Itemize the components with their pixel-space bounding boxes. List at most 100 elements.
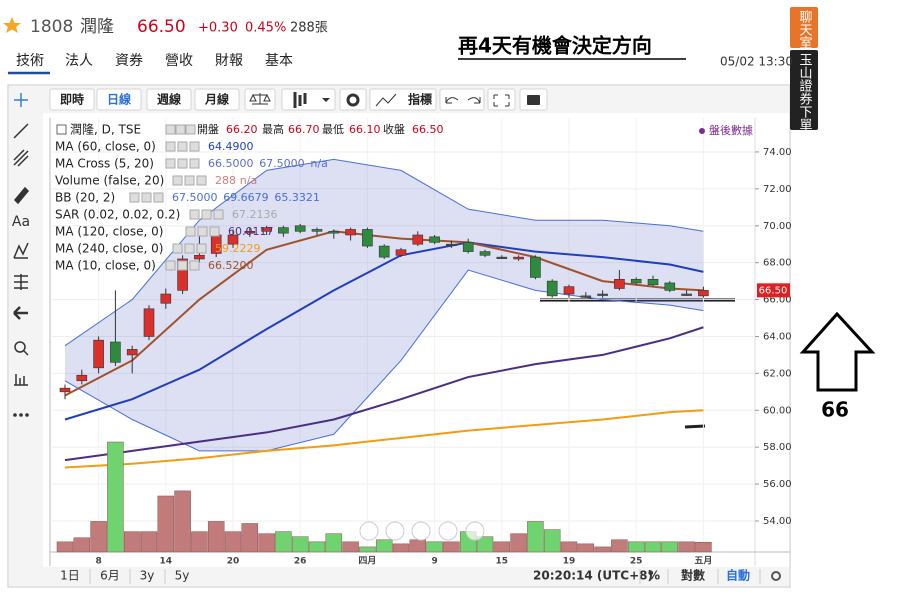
interval-button[interactable] [194,88,240,111]
tab[interactable]: 資券 [115,53,143,69]
legend-icon[interactable] [196,243,207,254]
clock: 20:20:14 (UTC+8) [533,569,653,583]
order-label[interactable]: 玉山證券下單 [797,53,813,131]
nav-button[interactable] [411,521,431,541]
tab[interactable]: 法人 [65,53,93,69]
zoom-tool[interactable] [14,341,26,353]
indicator-line [64,326,704,462]
legend-icon[interactable] [196,175,207,186]
interval-button[interactable] [49,88,95,111]
range-button[interactable]: 3y [140,569,155,583]
nav-button[interactable] [385,521,405,541]
legend-value: 65.3321 [274,191,320,204]
legend-icon[interactable] [141,192,152,203]
legend-icon[interactable] [197,226,208,237]
y-tick-label: 60.00 [763,405,792,416]
pattern-tool[interactable] [13,242,29,259]
interval-label[interactable]: 月線 [204,92,229,107]
candle-body [513,256,524,260]
y-tick-label: 58.00 [763,442,792,453]
order-button[interactable] [790,50,818,130]
legend-icon[interactable] [184,175,195,186]
legend-icon[interactable] [189,209,200,220]
toolbar-button[interactable] [439,88,485,111]
ohlc-label: 收盤 [383,122,405,136]
legend-icon[interactable] [165,141,176,152]
volume-bar [291,536,309,553]
legend-icon[interactable] [177,260,188,271]
legend-icon[interactable] [177,158,188,169]
trend-tool[interactable] [13,123,29,139]
volume-bar [577,543,595,553]
toolbar-button[interactable] [339,88,367,111]
footer-settings[interactable] [771,571,781,581]
range-button[interactable]: 5y [175,569,190,583]
more-tools[interactable] [13,413,29,417]
favorite-star[interactable] [3,17,21,33]
legend-icon[interactable] [189,260,200,271]
range-button[interactable]: 1日 [60,569,80,583]
legend-icon[interactable] [172,175,183,186]
legend-value: 288 [215,174,236,187]
interval-label[interactable]: 日線 [107,92,131,107]
chat-label[interactable]: 聊天室 [797,10,813,49]
legend-icon[interactable] [165,260,176,271]
nav-button[interactable] [438,521,458,541]
tab[interactable]: 基本 [265,52,293,69]
short-mark [684,424,706,429]
candle-icon [293,92,307,108]
legend-icon[interactable] [175,124,186,135]
legend-icon[interactable] [129,192,140,203]
legend-label: MA (60, close, 0) [55,140,156,154]
cursor-tool[interactable] [14,93,28,107]
legend-icon[interactable] [213,209,224,220]
interval-label[interactable]: 即時 [60,92,84,107]
legend-icon[interactable] [165,158,176,169]
candle-body [345,229,356,236]
percent-button[interactable]: % [648,569,660,583]
interval-button[interactable] [146,88,192,111]
indicator-line [64,409,704,469]
tab[interactable]: 技術 [16,53,44,69]
magnet-tool[interactable] [14,374,28,386]
indicators-label[interactable]: 指標 [408,92,432,107]
legend-icon[interactable] [172,243,183,254]
legend-icon[interactable] [189,158,200,169]
log-button[interactable]: 對數 [681,568,705,583]
interval-button[interactable] [96,88,142,111]
legend-icon[interactable] [185,124,196,135]
tab[interactable]: 財報 [215,53,243,69]
legend-icon[interactable] [209,226,220,237]
nav-button[interactable] [359,521,379,541]
volume-bar [375,539,393,553]
stock-volume: 288張 [290,21,328,36]
auto-button[interactable]: 自動 [726,568,750,583]
legend-icon[interactable] [189,141,200,152]
nav-button[interactable] [465,521,485,541]
legend-icon[interactable] [185,226,196,237]
legend-icon[interactable] [177,141,188,152]
toolbar-button[interactable] [369,88,437,111]
chat-button[interactable] [790,7,818,48]
interval-label[interactable]: 週線 [157,92,181,107]
legend-value: n/a [310,157,327,170]
legend-icon[interactable] [165,124,176,135]
stock-price: 66.50 [137,17,186,37]
y-tick-label: 66.00 [763,295,792,306]
text-tool[interactable]: Aa [12,214,30,230]
toolbar-button[interactable] [487,88,516,111]
legend-icon[interactable] [153,192,164,203]
fib-tool[interactable] [13,149,29,167]
measure-tool[interactable] [14,274,28,290]
after-hours-link[interactable]: 盤後數據 [709,123,753,137]
candle-body [278,227,289,234]
range-button[interactable]: 6月 [100,569,120,583]
brush-tool[interactable] [13,186,30,205]
candle-body [546,280,558,297]
candle-body [530,256,541,278]
legend-icon[interactable] [184,243,195,254]
volume-bar [392,543,410,553]
legend-icon[interactable] [201,209,212,220]
back-tool[interactable] [13,306,28,320]
tab[interactable]: 營收 [165,53,193,69]
